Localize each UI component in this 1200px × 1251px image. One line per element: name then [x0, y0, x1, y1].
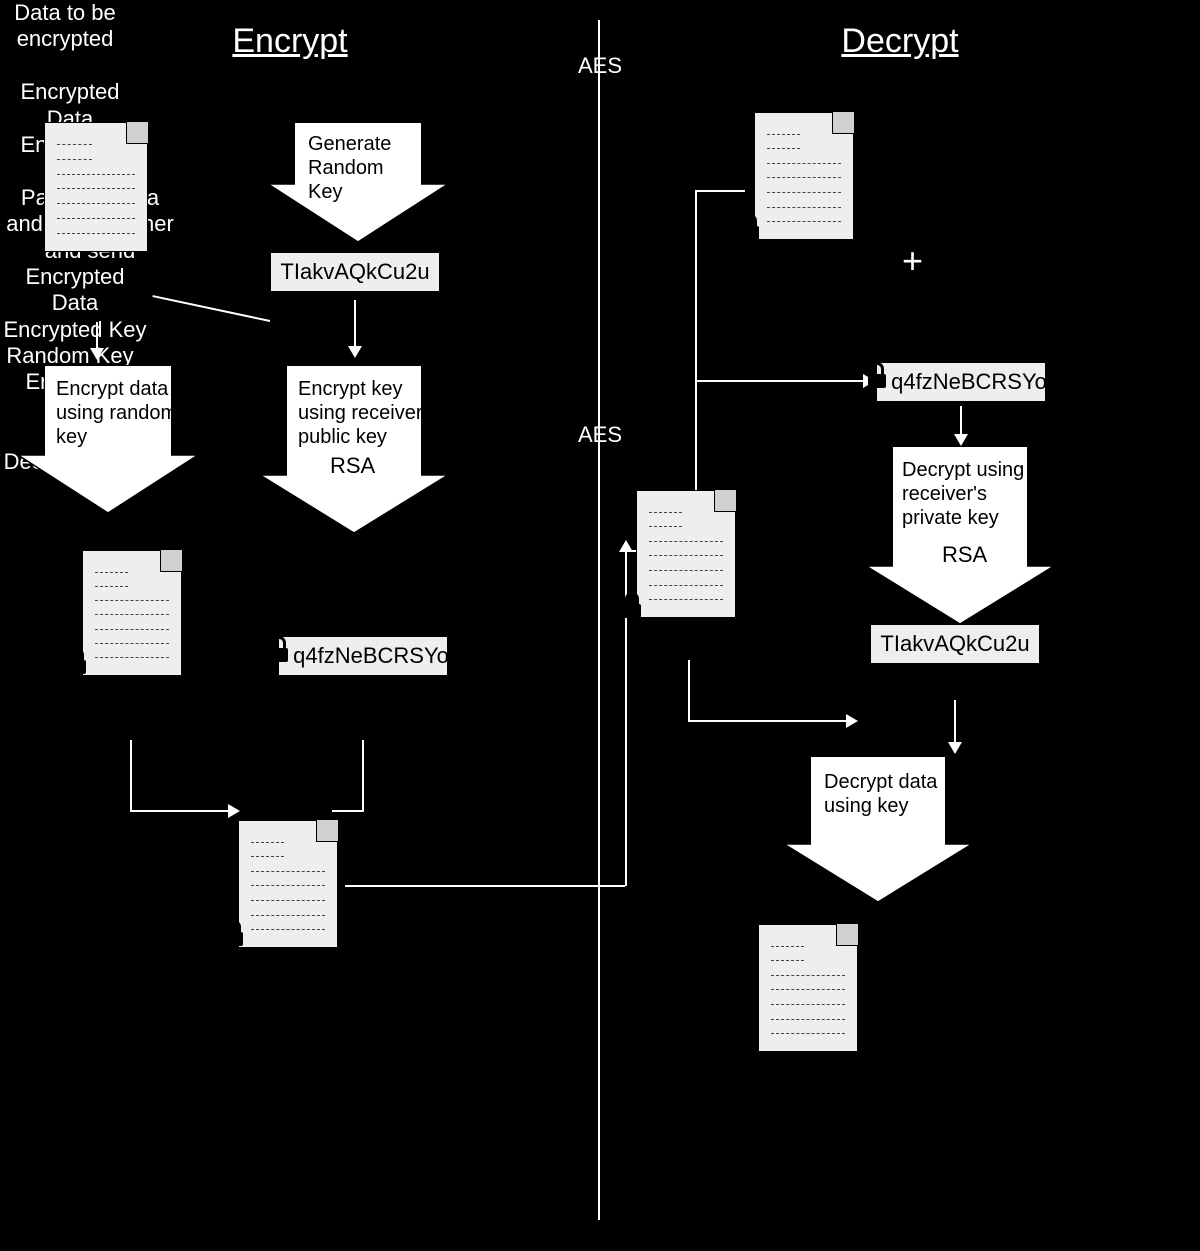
thin-arrow — [354, 300, 356, 348]
lock-icon — [68, 648, 86, 674]
thin-arrow — [130, 810, 230, 812]
plus-icon: + — [902, 240, 923, 282]
encrypt-key-arrow: Encrypt key using receivers public key R… — [260, 365, 448, 533]
thin-arrow — [152, 295, 270, 322]
thin-arrow — [130, 740, 132, 810]
lock-icon — [741, 214, 759, 240]
decrypted-doc-icon — [758, 924, 858, 1052]
thin-arrow — [688, 720, 848, 722]
decrypt-key-arrow: Decrypt using receiver's private key RSA — [866, 446, 1054, 624]
encrypted-key-box: q4fzNeBCRSYo — [278, 636, 448, 676]
encrypt-data-arrow: Encrypt data using random key — [18, 365, 198, 513]
arrowhead-icon — [846, 714, 858, 728]
encrypted-doc3-icon — [636, 490, 736, 618]
diagram: Encrypt Decrypt Data to be encrypted Gen… — [0, 0, 1200, 1251]
thin-arrow — [695, 190, 745, 192]
arrowhead-icon — [348, 346, 362, 358]
thin-arrow — [954, 700, 956, 744]
decrypt-data-arrow: Decrypt data using key — [784, 756, 972, 902]
thin-arrow — [332, 810, 364, 812]
thin-arrow — [96, 322, 98, 350]
generate-key-arrow: Generate Random Key — [268, 122, 448, 242]
encrypted-key-box-2: q4fzNeBCRSYo — [876, 362, 1046, 402]
thin-arrow — [960, 406, 962, 436]
send-arrow — [345, 885, 625, 887]
plaintext-doc-icon — [44, 122, 148, 252]
lock-icon — [868, 362, 886, 388]
lock-icon — [270, 636, 288, 662]
random-key-box: TIakvAQkCu2u — [270, 252, 440, 292]
encrypted-doc2-icon — [754, 112, 854, 240]
arrowhead-icon — [90, 348, 104, 360]
encrypted-doc-icon — [82, 550, 182, 676]
divider — [598, 20, 600, 1220]
random-key-box-2: TIakvAQkCu2u — [870, 624, 1040, 664]
arrowhead-icon — [228, 804, 240, 818]
arrowhead-icon — [954, 434, 968, 446]
lock-icon — [225, 920, 243, 946]
encrypt-title: Encrypt — [0, 22, 580, 61]
thin-arrow — [695, 380, 865, 382]
encrypted-data2-caption: Encrypted Data — [0, 264, 150, 317]
decrypt-title: Decrypt — [620, 22, 1180, 61]
lock-icon — [623, 592, 641, 618]
thin-arrow — [362, 740, 364, 810]
encrypted-key2-caption: Encrypted Key — [0, 317, 150, 343]
arrowhead-icon — [948, 742, 962, 754]
thin-arrow — [688, 660, 690, 720]
package-doc-icon — [238, 820, 338, 948]
